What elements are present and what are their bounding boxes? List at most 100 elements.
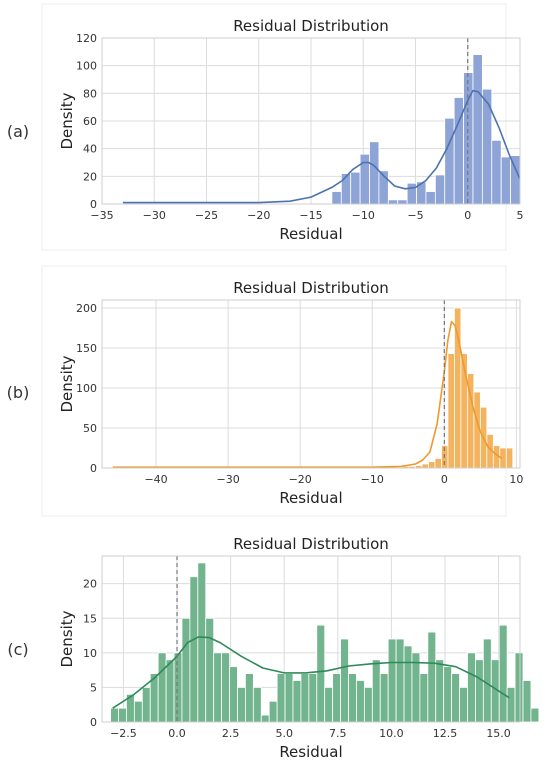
histogram-bar	[340, 638, 349, 723]
histogram-bar	[324, 687, 334, 723]
histogram-bar	[491, 139, 502, 205]
x-tick-label: −30	[217, 473, 240, 486]
y-axis-label: Density	[58, 355, 76, 412]
x-tick-label: −15	[299, 209, 322, 222]
chart-title: Residual Distribution	[233, 279, 389, 297]
histogram-bar	[268, 700, 278, 723]
histogram-bar	[369, 141, 380, 205]
histogram-bar	[316, 624, 326, 723]
x-tick-label: −30	[143, 209, 166, 222]
plot-area-border	[101, 299, 521, 469]
histogram-bar	[260, 714, 270, 723]
y-tick-label: 100	[76, 382, 97, 395]
x-axis-label: Residual	[279, 743, 342, 761]
x-tick-label: 7.5	[329, 727, 347, 740]
histogram-bar	[395, 638, 405, 723]
x-tick-label: 5	[517, 209, 524, 222]
histogram-bar	[454, 307, 462, 469]
histogram-bar	[252, 687, 262, 723]
histogram-bar	[419, 673, 429, 723]
y-tick-label: 50	[83, 422, 97, 435]
histogram-bar	[472, 54, 483, 205]
x-tick-label: −5	[407, 209, 423, 222]
histogram-bar	[118, 707, 127, 723]
histogram-bar	[447, 353, 455, 469]
histogram-bar	[213, 652, 223, 723]
x-tick-label: 0	[441, 473, 448, 486]
y-axis-label: Density	[58, 92, 76, 149]
histogram-bar	[350, 171, 361, 205]
histogram-bar	[157, 652, 167, 723]
histogram-bar	[165, 659, 175, 723]
histogram-bar	[459, 687, 468, 723]
x-tick-label: −10	[361, 473, 384, 486]
histogram-bar	[292, 680, 302, 723]
histogram-bar	[197, 562, 207, 723]
plot-area-border	[101, 555, 521, 723]
histogram-bar	[221, 652, 230, 723]
histogram-bar	[428, 461, 436, 469]
plot-area-border	[101, 37, 521, 205]
y-tick-label: 40	[83, 143, 97, 156]
y-tick-label: 10	[83, 647, 97, 660]
y-tick-label: 20	[83, 170, 97, 183]
x-tick-label: 0	[464, 209, 471, 222]
histogram-bar	[467, 652, 476, 723]
y-tick-label: 80	[83, 87, 97, 100]
histogram-bar	[506, 687, 516, 723]
histogram-bar	[379, 673, 389, 723]
histogram-bar	[530, 707, 540, 723]
x-axis-label: Residual	[279, 489, 342, 507]
histogram-bar	[434, 457, 442, 469]
y-tick-label: 150	[76, 342, 97, 355]
panel-label: (b)	[7, 383, 30, 402]
histogram-bar	[348, 673, 357, 723]
histogram-bar	[133, 700, 143, 723]
histogram-bar	[284, 673, 294, 723]
histogram-bar	[505, 447, 514, 469]
panel-label: (a)	[7, 122, 29, 141]
chart-title: Residual Distribution	[233, 535, 389, 553]
histogram-bar	[435, 659, 445, 723]
histogram-bar	[141, 687, 151, 723]
y-tick-label: 0	[90, 462, 97, 475]
histogram-bar	[406, 182, 417, 205]
x-tick-label: 12.5	[433, 727, 458, 740]
x-tick-label: −2.5	[110, 727, 137, 740]
y-tick-label: 0	[90, 716, 97, 729]
histogram-bar	[359, 153, 370, 205]
x-tick-label: −10	[352, 209, 375, 222]
histogram-bar	[110, 707, 119, 723]
x-tick-label: 15.0	[486, 727, 511, 740]
x-tick-label: 10	[509, 473, 523, 486]
histogram-bar	[403, 645, 413, 723]
y-tick-label: 20	[83, 578, 97, 591]
histogram-bar	[387, 199, 399, 205]
y-tick-label: 15	[83, 612, 97, 625]
histogram-bar	[276, 673, 286, 723]
histogram-bar	[522, 680, 532, 723]
x-tick-label: 0.0	[168, 727, 186, 740]
y-tick-label: 120	[76, 32, 97, 45]
y-tick-label: 200	[76, 302, 97, 315]
panel-label: (c)	[7, 640, 28, 659]
histogram-bar	[237, 687, 246, 723]
x-tick-label: −35	[90, 209, 113, 222]
histogram-bar	[308, 673, 318, 723]
chart-title: Residual Distribution	[233, 17, 389, 35]
y-tick-label: 5	[90, 681, 97, 694]
histogram-bar	[427, 631, 437, 723]
histogram-bar	[340, 173, 352, 205]
y-tick-label: 100	[76, 60, 97, 73]
histogram-bar	[332, 673, 341, 723]
histogram-bar	[300, 673, 310, 723]
chart-3: −2.5 0.0 2.5 5.0 7.5 10.0 12.5 15.0 0 5 10 15 20 Resi…	[7, 535, 540, 761]
histogram-bar	[475, 659, 484, 723]
histogram-bar	[229, 666, 238, 723]
histogram-bar	[371, 659, 381, 723]
chart-1: −35 −30 −25 −20 −15 −10 −5 0 5 0 20 40 60 80 100 120 Res…	[7, 3, 524, 251]
histogram-bar	[397, 199, 408, 205]
histogram-bar	[331, 191, 342, 205]
histogram-bar	[356, 680, 365, 723]
